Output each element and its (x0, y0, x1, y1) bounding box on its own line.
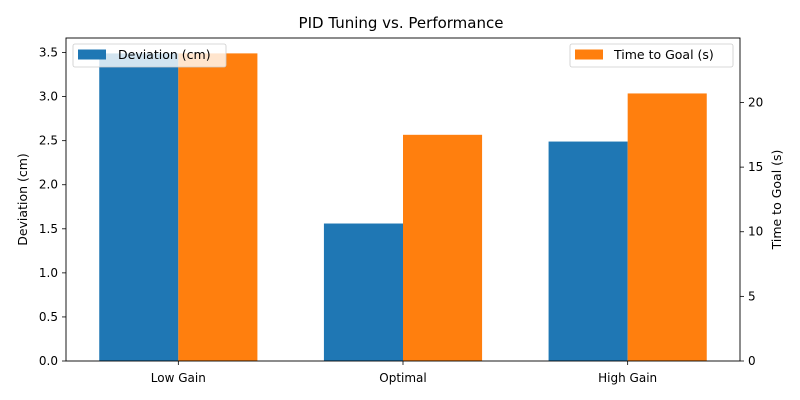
legend-swatch-time-to-goal (575, 49, 603, 60)
y-tick-label-left: 1.0 (39, 266, 58, 280)
y-tick-label-right: 20 (748, 95, 763, 109)
legend-left: Deviation (cm) (72, 43, 227, 68)
legend-label-deviation: Deviation (cm) (118, 47, 211, 62)
chart-title: PID Tuning vs. Performance (299, 14, 504, 32)
bar-time-to-goal-s-low-gain (178, 53, 258, 361)
legend-swatch-deviation (78, 49, 106, 60)
bar-deviation-cm-optimal (323, 223, 403, 361)
bar-deviation-cm-high-gain (548, 141, 628, 361)
bar-group (99, 53, 707, 362)
x-tick-label-low-gain: Low Gain (151, 371, 206, 385)
y-tick-label-left: 0.5 (39, 310, 58, 324)
y-tick-label-left: 2.5 (39, 134, 58, 148)
y-axis-label-right: Time to Goal (s) (769, 150, 784, 251)
y-tick-label-right: 0 (748, 354, 756, 368)
y-axis-label-left: Deviation (cm) (15, 153, 30, 246)
bar-deviation-cm-low-gain (99, 53, 179, 362)
y-tick-label-left: 3.5 (39, 46, 58, 60)
y-tick-label-left: 2.0 (39, 178, 58, 192)
bar-time-to-goal-s-optimal (403, 134, 483, 361)
y-tick-label-right: 10 (748, 225, 763, 239)
legend-right-frame (569, 43, 734, 68)
y-tick-label-right: 15 (748, 160, 763, 174)
legend-label-time-to-goal: Time to Goal (s) (613, 47, 714, 62)
x-tick-label-optimal: Optimal (379, 371, 426, 385)
y-tick-label-left: 0.0 (39, 354, 58, 368)
x-tick-label-high-gain: High Gain (598, 371, 657, 385)
x-axis: Low Gain Optimal High Gain (151, 361, 657, 385)
y-axis-left: 0.0 0.5 1.0 1.5 2.0 2.5 3.0 3.5 (39, 46, 66, 368)
y-tick-label-left: 1.5 (39, 222, 58, 236)
bar-time-to-goal-s-high-gain (627, 93, 707, 361)
y-tick-label-left: 3.0 (39, 90, 58, 104)
legend-right: Time to Goal (s) (569, 43, 734, 68)
legend-left-frame (72, 43, 227, 68)
y-axis-right: 0 5 10 15 20 (740, 95, 763, 368)
y-tick-label-right: 5 (748, 289, 756, 303)
